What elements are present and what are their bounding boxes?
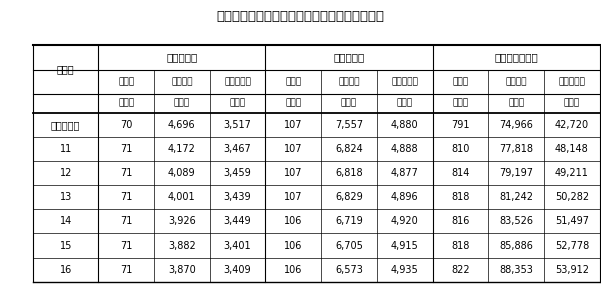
Text: 71: 71 bbox=[120, 265, 132, 275]
Text: （人）: （人） bbox=[397, 99, 413, 108]
Text: 71: 71 bbox=[120, 240, 132, 251]
Text: 818: 818 bbox=[451, 240, 469, 251]
Text: 6,818: 6,818 bbox=[335, 168, 363, 178]
Text: 791: 791 bbox=[451, 120, 470, 130]
Text: 6,824: 6,824 bbox=[335, 144, 363, 154]
Text: 4,877: 4,877 bbox=[391, 168, 419, 178]
Text: 106: 106 bbox=[284, 240, 302, 251]
Text: 71: 71 bbox=[120, 168, 132, 178]
Text: 在学者数: 在学者数 bbox=[338, 77, 360, 87]
Text: 聾　学　校: 聾 学 校 bbox=[334, 53, 365, 63]
Text: 71: 71 bbox=[120, 144, 132, 154]
Text: 816: 816 bbox=[451, 216, 469, 226]
Text: 53,912: 53,912 bbox=[555, 265, 589, 275]
Text: 3,517: 3,517 bbox=[224, 120, 251, 130]
Text: 49,211: 49,211 bbox=[555, 168, 589, 178]
Text: 6,829: 6,829 bbox=[335, 192, 363, 202]
Text: 区　分: 区 分 bbox=[57, 64, 75, 74]
Text: 本務教員数: 本務教員数 bbox=[224, 77, 251, 87]
Text: 4,915: 4,915 bbox=[391, 240, 419, 251]
Text: 14: 14 bbox=[59, 216, 72, 226]
Text: 6,719: 6,719 bbox=[335, 216, 363, 226]
Text: （人）: （人） bbox=[564, 99, 580, 108]
Text: 107: 107 bbox=[284, 120, 302, 130]
Text: 学校数: 学校数 bbox=[285, 77, 301, 87]
Text: 85,886: 85,886 bbox=[499, 240, 533, 251]
Text: （校）: （校） bbox=[453, 99, 469, 108]
Text: 818: 818 bbox=[451, 192, 469, 202]
Text: 在学者数: 在学者数 bbox=[505, 77, 527, 87]
Text: 3,409: 3,409 bbox=[224, 265, 251, 275]
Text: （人）: （人） bbox=[230, 99, 246, 108]
Text: 4,001: 4,001 bbox=[168, 192, 196, 202]
Text: 4,935: 4,935 bbox=[391, 265, 419, 275]
Text: 810: 810 bbox=[451, 144, 469, 154]
Text: 74,966: 74,966 bbox=[499, 120, 533, 130]
Text: 4,920: 4,920 bbox=[391, 216, 419, 226]
Text: 88,353: 88,353 bbox=[499, 265, 533, 275]
Text: （校）: （校） bbox=[118, 99, 134, 108]
Text: 3,459: 3,459 bbox=[224, 168, 251, 178]
Text: 52,778: 52,778 bbox=[555, 240, 589, 251]
Text: 3,439: 3,439 bbox=[224, 192, 251, 202]
Text: （人）: （人） bbox=[508, 99, 524, 108]
Text: 3,467: 3,467 bbox=[224, 144, 251, 154]
Text: 81,242: 81,242 bbox=[499, 192, 533, 202]
Text: 養　護　学　校: 養 護 学 校 bbox=[495, 53, 538, 63]
Text: 48,148: 48,148 bbox=[555, 144, 589, 154]
Text: 表１３　盲学校・聾学校・養護学校の学校数等: 表１３ 盲学校・聾学校・養護学校の学校数等 bbox=[216, 10, 385, 23]
Text: 3,882: 3,882 bbox=[168, 240, 196, 251]
Text: 71: 71 bbox=[120, 192, 132, 202]
Text: 12: 12 bbox=[59, 168, 72, 178]
Text: 4,089: 4,089 bbox=[168, 168, 196, 178]
Text: （校）: （校） bbox=[285, 99, 301, 108]
Text: 学校数: 学校数 bbox=[453, 77, 469, 87]
Text: 107: 107 bbox=[284, 168, 302, 178]
Text: 学校数: 学校数 bbox=[118, 77, 134, 87]
Text: 77,818: 77,818 bbox=[499, 144, 533, 154]
Text: 6,705: 6,705 bbox=[335, 240, 363, 251]
Text: 4,172: 4,172 bbox=[168, 144, 196, 154]
Text: 106: 106 bbox=[284, 265, 302, 275]
Text: 3,401: 3,401 bbox=[224, 240, 251, 251]
Text: 3,870: 3,870 bbox=[168, 265, 196, 275]
Text: 70: 70 bbox=[120, 120, 132, 130]
Text: 107: 107 bbox=[284, 192, 302, 202]
Text: 3,449: 3,449 bbox=[224, 216, 251, 226]
Text: 3,926: 3,926 bbox=[168, 216, 196, 226]
Text: 6,573: 6,573 bbox=[335, 265, 363, 275]
Text: 51,497: 51,497 bbox=[555, 216, 589, 226]
Text: 4,888: 4,888 bbox=[391, 144, 418, 154]
Text: 822: 822 bbox=[451, 265, 470, 275]
Text: 71: 71 bbox=[120, 216, 132, 226]
Text: 盲　学　校: 盲 学 校 bbox=[166, 53, 198, 63]
Text: 本務教員数: 本務教員数 bbox=[391, 77, 418, 87]
Text: 本務教員数: 本務教員数 bbox=[558, 77, 585, 87]
Text: 4,896: 4,896 bbox=[391, 192, 418, 202]
Text: 4,880: 4,880 bbox=[391, 120, 418, 130]
Text: 11: 11 bbox=[59, 144, 72, 154]
Text: 7,557: 7,557 bbox=[335, 120, 363, 130]
Text: 42,720: 42,720 bbox=[555, 120, 589, 130]
Text: 13: 13 bbox=[59, 192, 72, 202]
Text: 814: 814 bbox=[451, 168, 469, 178]
Text: 4,696: 4,696 bbox=[168, 120, 196, 130]
Text: （人）: （人） bbox=[341, 99, 357, 108]
Text: 107: 107 bbox=[284, 144, 302, 154]
Text: 15: 15 bbox=[59, 240, 72, 251]
Text: （人）: （人） bbox=[174, 99, 190, 108]
Text: 在学者数: 在学者数 bbox=[171, 77, 192, 87]
Text: 79,197: 79,197 bbox=[499, 168, 533, 178]
Text: 16: 16 bbox=[59, 265, 72, 275]
Text: 106: 106 bbox=[284, 216, 302, 226]
Text: 83,526: 83,526 bbox=[499, 216, 533, 226]
Text: 平成６年度: 平成６年度 bbox=[51, 120, 81, 130]
Text: 50,282: 50,282 bbox=[555, 192, 589, 202]
